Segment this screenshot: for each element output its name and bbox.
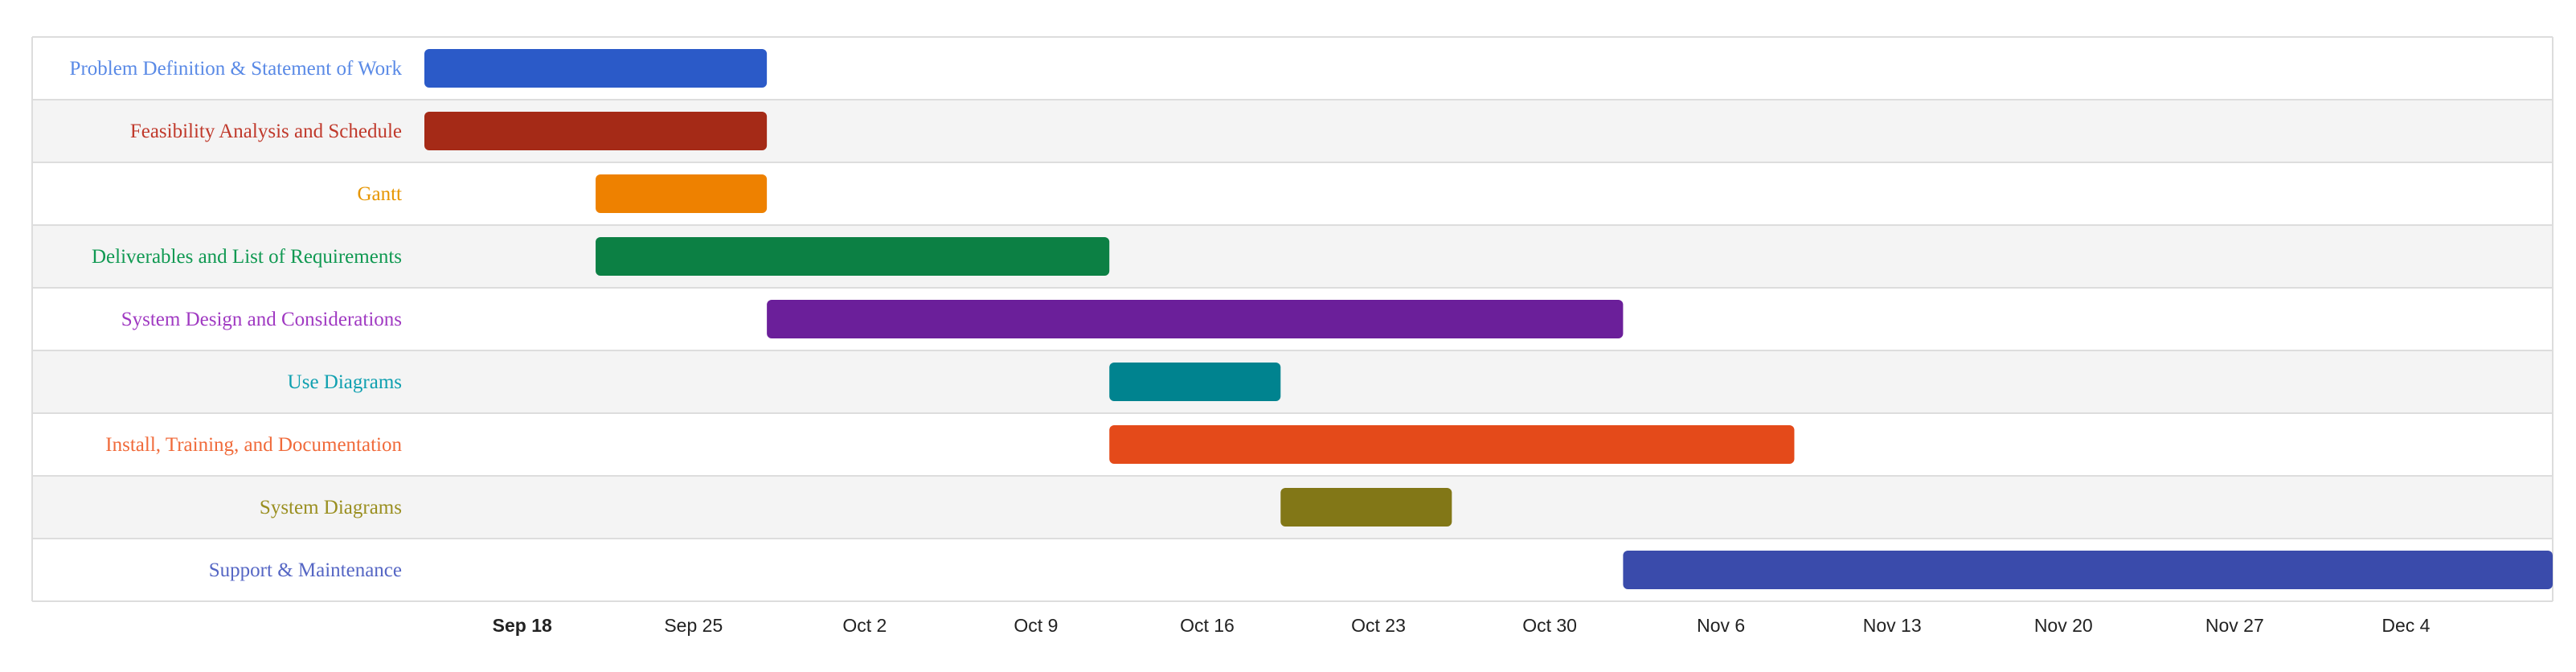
x-tick-label: Sep 18: [493, 615, 552, 636]
task-label: Use Diagrams: [288, 371, 402, 393]
task-bar: [596, 174, 768, 213]
x-tick-label: Oct 2: [842, 615, 887, 636]
x-tick-label: Nov 20: [2034, 615, 2093, 636]
task-bar: [424, 49, 768, 88]
x-tick-label: Nov 27: [2205, 615, 2264, 636]
x-tick-label: Oct 30: [1522, 615, 1577, 636]
task-label: Gantt: [357, 183, 402, 205]
row-background: [32, 225, 2553, 288]
task-label: System Design and Considerations: [121, 309, 402, 330]
task-label: Problem Definition & Statement of Work: [70, 58, 403, 80]
task-bar: [1623, 551, 2553, 589]
task-bar: [424, 112, 768, 150]
x-tick-label: Sep 25: [664, 615, 723, 636]
task-bar: [596, 237, 1110, 276]
x-tick-label: Dec 4: [2381, 615, 2430, 636]
x-tick-label: Oct 23: [1351, 615, 1406, 636]
task-label: Deliverables and List of Requirements: [92, 246, 402, 268]
x-tick-label: Nov 6: [1697, 615, 1745, 636]
x-tick-label: Nov 13: [1863, 615, 1922, 636]
task-label: Install, Training, and Documentation: [105, 434, 402, 456]
task-bar: [1280, 488, 1452, 527]
row-background: [32, 350, 2553, 413]
task-label: System Diagrams: [260, 497, 402, 518]
row-background: [32, 37, 2553, 100]
row-background: [32, 100, 2553, 162]
task-label: Feasibility Analysis and Schedule: [130, 121, 402, 142]
x-tick-label: Oct 16: [1180, 615, 1235, 636]
task-bar: [767, 300, 1624, 338]
task-label: Support & Maintenance: [209, 559, 402, 581]
x-tick-label: Oct 9: [1014, 615, 1058, 636]
task-bar: [1109, 363, 1281, 401]
task-bar: [1109, 425, 1795, 464]
row-background: [32, 162, 2553, 225]
